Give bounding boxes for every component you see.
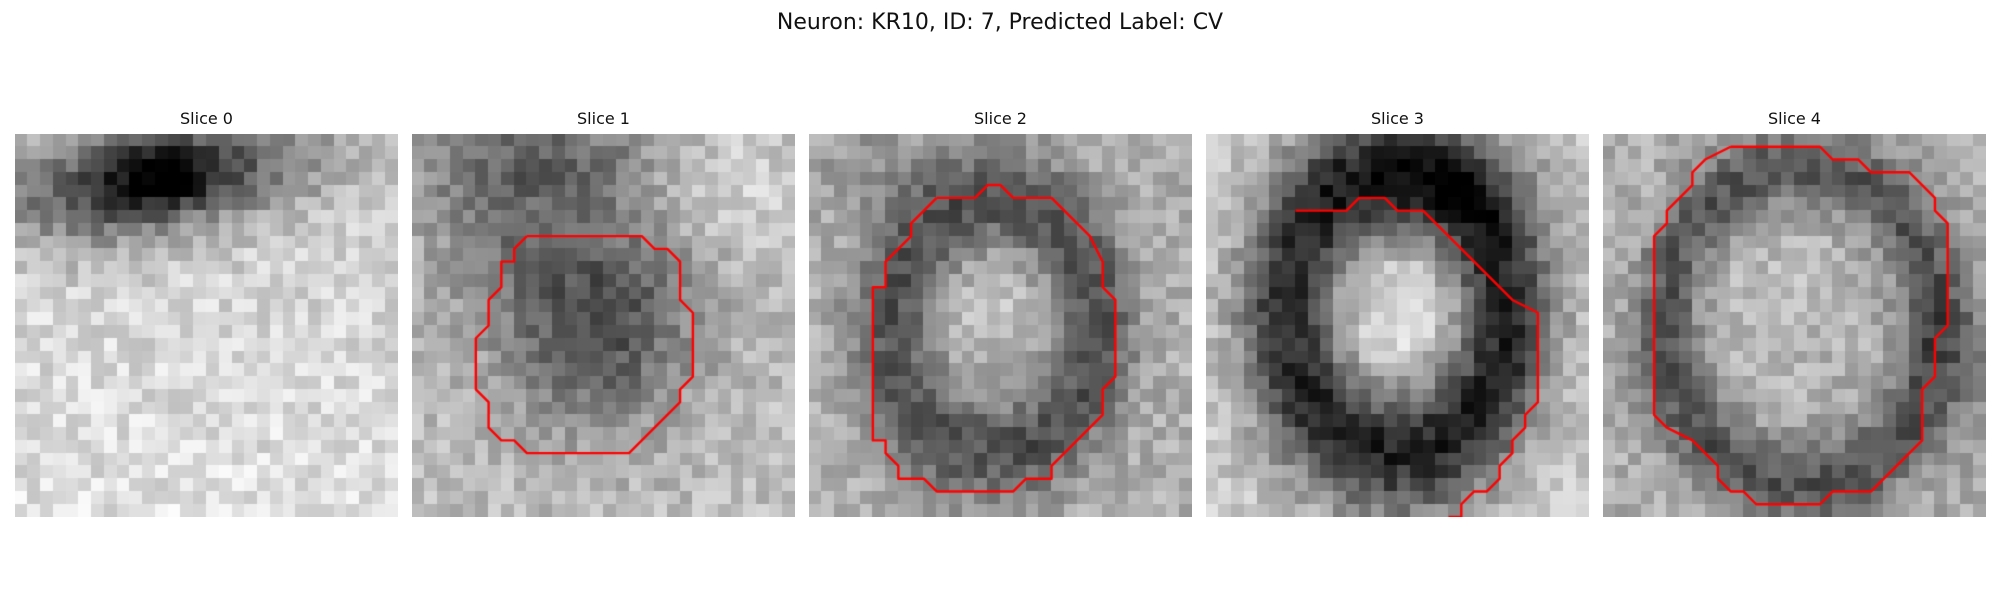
- slice-image: [412, 134, 795, 517]
- slice-image: [809, 134, 1192, 517]
- slice-image: [1603, 134, 1986, 517]
- figure-title: Neuron: KR10, ID: 7, Predicted Label: CV: [776, 10, 1224, 35]
- slice-panel: Slice 2: [809, 106, 1192, 517]
- slice-panel: Slice 1: [412, 106, 795, 517]
- slice-panels: Slice 0 Slice 1 Slice 2 Slice 3 Slice 4: [15, 106, 1986, 517]
- slice-panel: Slice 3: [1206, 106, 1589, 517]
- slice-image: [15, 134, 398, 517]
- slice-image: [1206, 134, 1589, 517]
- slice-title: Slice 0: [180, 109, 233, 128]
- slice-title: Slice 3: [1371, 109, 1424, 128]
- slice-title: Slice 4: [1768, 109, 1821, 128]
- slice-panel: Slice 4: [1603, 106, 1986, 517]
- slice-title: Slice 1: [577, 109, 630, 128]
- slice-title: Slice 2: [974, 109, 1027, 128]
- slice-panel: Slice 0: [15, 106, 398, 517]
